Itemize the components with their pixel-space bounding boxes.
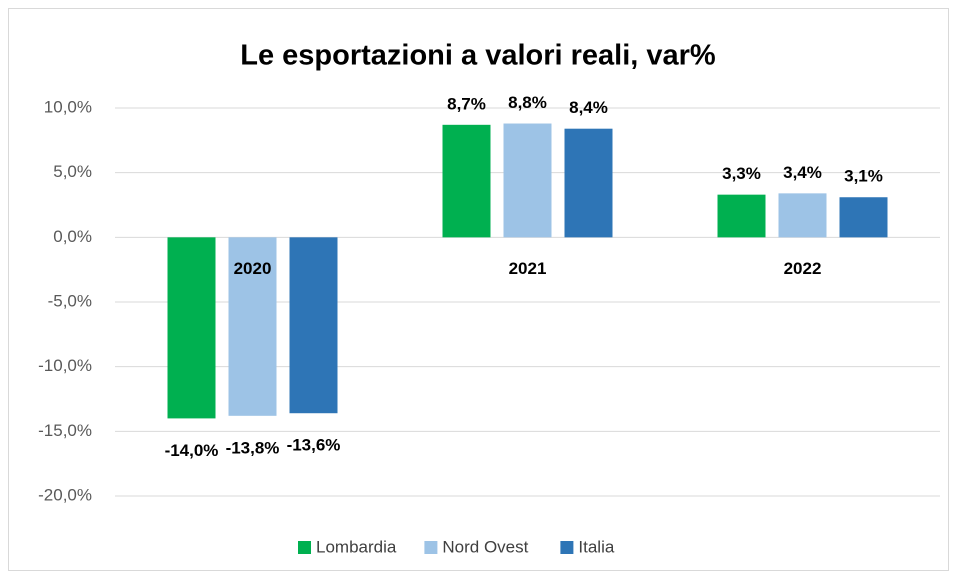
legend-label: Nord Ovest <box>442 537 528 556</box>
data-label: 3,4% <box>783 163 822 182</box>
bar <box>167 237 216 419</box>
bar <box>717 194 766 238</box>
chart-title: Le esportazioni a valori reali, var% <box>240 40 716 72</box>
data-label: 8,8% <box>508 93 547 112</box>
data-label: -13,8% <box>226 438 280 457</box>
y-tick-label: 5,0% <box>53 162 92 181</box>
x-tick-label: 2022 <box>784 259 822 278</box>
data-label: -14,0% <box>165 441 219 460</box>
legend-swatch <box>424 541 438 554</box>
bar <box>289 237 338 414</box>
legend-label: Italia <box>578 537 614 556</box>
legend-swatch <box>560 541 574 554</box>
bar <box>778 193 827 238</box>
y-tick-label: -20,0% <box>38 485 92 504</box>
data-label: 3,1% <box>844 167 883 186</box>
chart-border <box>8 8 949 571</box>
data-label: 3,3% <box>722 164 761 183</box>
legend-label: Lombardia <box>316 537 397 556</box>
bar <box>564 128 613 238</box>
y-tick-label: 10,0% <box>44 97 92 116</box>
bar <box>503 123 552 238</box>
bar <box>228 237 277 416</box>
data-label: -13,6% <box>287 436 341 455</box>
y-tick-label: 0,0% <box>53 227 92 246</box>
bar <box>839 197 888 238</box>
bar <box>442 124 491 238</box>
legend-swatch <box>298 541 311 554</box>
y-tick-label: -15,0% <box>38 421 92 440</box>
x-tick-label: 2021 <box>509 259 547 278</box>
x-tick-label: 2020 <box>234 259 272 278</box>
y-tick-label: -10,0% <box>38 356 92 375</box>
data-label: 8,4% <box>569 98 608 117</box>
y-tick-label: -5,0% <box>48 291 92 310</box>
data-label: 8,7% <box>447 94 486 113</box>
